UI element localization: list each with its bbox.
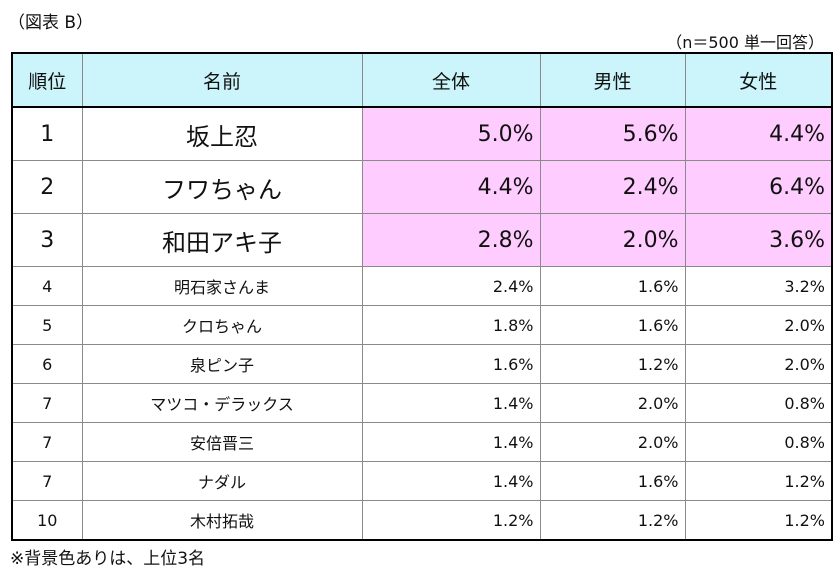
- cell-total: 2.4%: [361, 266, 541, 306]
- cell-female: 2.0%: [684, 305, 833, 345]
- cell-name: 木村拓哉: [81, 500, 363, 541]
- cell-total: 1.4%: [361, 461, 541, 501]
- cell-male: 2.0%: [539, 213, 686, 267]
- cell-male: 2.0%: [539, 383, 686, 423]
- cell-total: 1.4%: [361, 422, 541, 462]
- cell-rank: 7: [11, 422, 83, 462]
- table-row: 1 坂上忍 5.0% 5.6% 4.4%: [11, 106, 833, 161]
- footnote: ※背景色ありは、上位3名: [10, 549, 206, 569]
- cell-male: 5.6%: [539, 106, 686, 161]
- cell-rank: 7: [11, 383, 83, 423]
- cell-female: 0.8%: [684, 422, 833, 462]
- cell-name: クロちゃん: [81, 305, 363, 345]
- cell-male: 2.0%: [539, 422, 686, 462]
- cell-female: 1.2%: [684, 500, 833, 541]
- cell-name: 泉ピン子: [81, 344, 363, 384]
- table-row: 5 クロちゃん 1.8% 1.6% 2.0%: [11, 305, 833, 345]
- cell-female: 4.4%: [684, 106, 833, 161]
- sample-note: （n＝500 単一回答）: [666, 33, 824, 52]
- table-row: 7 安倍晋三 1.4% 2.0% 0.8%: [11, 422, 833, 462]
- cell-male: 1.2%: [539, 500, 686, 541]
- cell-name: フワちゃん: [81, 160, 363, 214]
- table-row: 6 泉ピン子 1.6% 1.2% 2.0%: [11, 344, 833, 384]
- cell-rank: 7: [11, 461, 83, 501]
- cell-name: 安倍晋三: [81, 422, 363, 462]
- cell-name: 明石家さんま: [81, 266, 363, 306]
- cell-total: 1.2%: [361, 500, 541, 541]
- table-row: 4 明石家さんま 2.4% 1.6% 3.2%: [11, 266, 833, 306]
- cell-name: 和田アキ子: [81, 213, 363, 267]
- cell-rank: 6: [11, 344, 83, 384]
- table-header-row: 順位 名前 全体 男性 女性: [11, 52, 833, 108]
- cell-rank: 1: [11, 106, 83, 161]
- cell-total: 2.8%: [361, 213, 541, 267]
- header-female: 女性: [684, 52, 833, 108]
- cell-male: 1.2%: [539, 344, 686, 384]
- cell-female: 6.4%: [684, 160, 833, 214]
- header-rank: 順位: [11, 52, 83, 108]
- cell-total: 1.6%: [361, 344, 541, 384]
- cell-male: 2.4%: [539, 160, 686, 214]
- cell-rank: 3: [11, 213, 83, 267]
- table-row: 3 和田アキ子 2.8% 2.0% 3.6%: [11, 213, 833, 267]
- cell-name: ナダル: [81, 461, 363, 501]
- cell-rank: 4: [11, 266, 83, 306]
- cell-total: 4.4%: [361, 160, 541, 214]
- cell-rank: 5: [11, 305, 83, 345]
- cell-total: 1.8%: [361, 305, 541, 345]
- header-total: 全体: [361, 52, 541, 108]
- cell-female: 0.8%: [684, 383, 833, 423]
- cell-female: 1.2%: [684, 461, 833, 501]
- cell-female: 3.2%: [684, 266, 833, 306]
- figure-caption: （図表 B）: [8, 13, 94, 33]
- cell-male: 1.6%: [539, 266, 686, 306]
- table-row: 7 マツコ・デラックス 1.4% 2.0% 0.8%: [11, 383, 833, 423]
- cell-male: 1.6%: [539, 305, 686, 345]
- table-row: 7 ナダル 1.4% 1.6% 1.2%: [11, 461, 833, 501]
- header-male: 男性: [539, 52, 686, 108]
- cell-name: マツコ・デラックス: [81, 383, 363, 423]
- cell-rank: 2: [11, 160, 83, 214]
- table-row: 10 木村拓哉 1.2% 1.2% 1.2%: [11, 500, 833, 541]
- header-name: 名前: [81, 52, 363, 108]
- cell-female: 3.6%: [684, 213, 833, 267]
- cell-total: 1.4%: [361, 383, 541, 423]
- cell-rank: 10: [11, 500, 83, 541]
- table-row: 2 フワちゃん 4.4% 2.4% 6.4%: [11, 160, 833, 214]
- cell-total: 5.0%: [361, 106, 541, 161]
- cell-male: 1.6%: [539, 461, 686, 501]
- cell-female: 2.0%: [684, 344, 833, 384]
- cell-name: 坂上忍: [81, 106, 363, 161]
- ranking-table: 順位 名前 全体 男性 女性 1 坂上忍 5.0% 5.6% 4.4% 2 フワ…: [11, 52, 833, 541]
